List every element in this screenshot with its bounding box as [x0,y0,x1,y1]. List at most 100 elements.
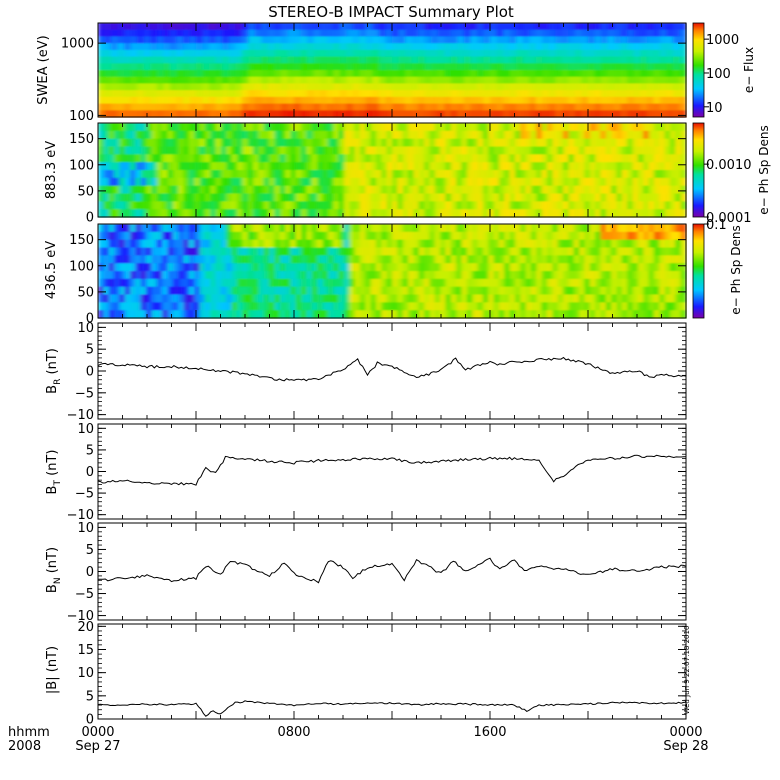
heatmap-cell [130,278,137,288]
heatmap-cell [444,83,452,91]
heatmap-cell [386,162,393,171]
heatmap-cell [601,56,609,64]
heatmap-cell [434,162,441,171]
heatmap-cell [424,49,432,58]
heatmap-cell [411,96,419,105]
heatmap-cell [178,154,185,163]
heatmap-cell [398,83,406,91]
heatmap-cell [522,49,530,58]
heatmap-cell [124,231,131,241]
heatmap-cell [352,76,360,85]
heatmap-cell [402,185,409,195]
heatmap-cell [648,138,655,148]
heatmap-cell [429,224,436,233]
heatmap-cell [163,43,171,51]
heatmap-cell [359,278,366,288]
heatmap-cell [130,130,137,140]
heatmap-cell [236,271,243,280]
heatmap-cell [653,209,660,218]
heatmap-cell [199,239,206,249]
heatmap-cell [541,255,548,264]
heatmap-cell [130,83,138,91]
heatmap-cell [178,209,185,218]
heatmap-cell [542,110,550,118]
heatmap-cell [514,294,521,303]
heatmap-cell [397,130,404,140]
heatmap-cell [440,310,447,319]
heatmap-cell [509,110,517,118]
heatmap-cell [333,138,340,148]
heatmap-cell [178,201,185,210]
heatmap-cell [418,43,426,51]
heatmap-cell [199,193,206,202]
heatmap-cell [103,302,110,311]
heatmap-cell [263,170,270,179]
heatmap-cell [146,263,153,272]
heatmap-cell [378,76,387,85]
heatmap-cell [130,247,137,256]
heatmap-cell [616,201,623,210]
heatmap-cell [381,247,388,256]
heatmap-cell [477,271,484,280]
heatmap-cell [568,36,576,44]
heatmap-cell [176,76,184,85]
heatmap-cell [408,209,414,218]
heatmap-cell [103,255,110,264]
heatmap-cell [509,63,517,71]
heatmap-cell [477,170,484,179]
heatmap-cell [338,170,345,179]
heatmap-cell [222,90,230,98]
heatmap-cell [605,154,612,163]
heatmap-cell [392,209,398,218]
heatmap-cell [632,224,639,233]
heatmap-cell [675,209,682,218]
heatmap-cell [381,278,388,288]
heatmap-cell [466,263,473,272]
heatmap-cell [346,76,354,85]
heatmap-cell [482,146,489,155]
heatmap-cell [589,271,596,280]
heatmap-cell [675,162,682,171]
heatmap-cell [352,63,360,71]
heatmap-cell [290,239,297,249]
heatmap-cell [437,49,445,58]
heatmap-cell [279,201,286,210]
heatmap-cell [530,123,537,132]
heatmap-cell [196,29,204,38]
heatmap-cell [659,83,667,91]
heatmap-cell [114,263,120,272]
heatmap-cell [254,36,262,44]
heatmap-cell [209,56,217,64]
heatmap-cell [242,138,249,148]
heatmap-cell [370,162,377,171]
heatmap-cell [365,29,373,38]
heatmap-cell [194,146,201,155]
heatmap-cell [418,138,425,148]
heatmap-cell [124,224,131,233]
heatmap-cell [392,36,400,44]
heatmap-cell [354,154,361,163]
heatmap-cell [290,162,297,171]
heatmap-cell [476,96,485,105]
heatmap-cell [313,36,321,44]
heatmap-cell [338,263,345,272]
heatmap-cell [520,138,527,148]
heatmap-cell [385,36,393,44]
colorbar-swea-label: e− Flux [742,47,756,93]
heatmap-cell [568,103,576,111]
heatmap-cell [669,130,676,140]
heatmap-cell [333,96,341,105]
heatmap-cell [124,278,131,288]
heatmap-cell [408,177,414,187]
heatmap-cell [595,123,602,132]
heatmap-cell [354,286,361,296]
heatmap-cell [194,224,201,233]
heatmap-cell [98,63,106,71]
heatmap-cell [226,239,233,249]
heatmap-cell [555,23,563,31]
heatmap-cell [504,302,511,311]
heatmap-cell [584,193,591,202]
heatmap-cell [151,209,158,218]
heatmap-cell [98,302,104,311]
heatmap-cell [378,63,387,71]
